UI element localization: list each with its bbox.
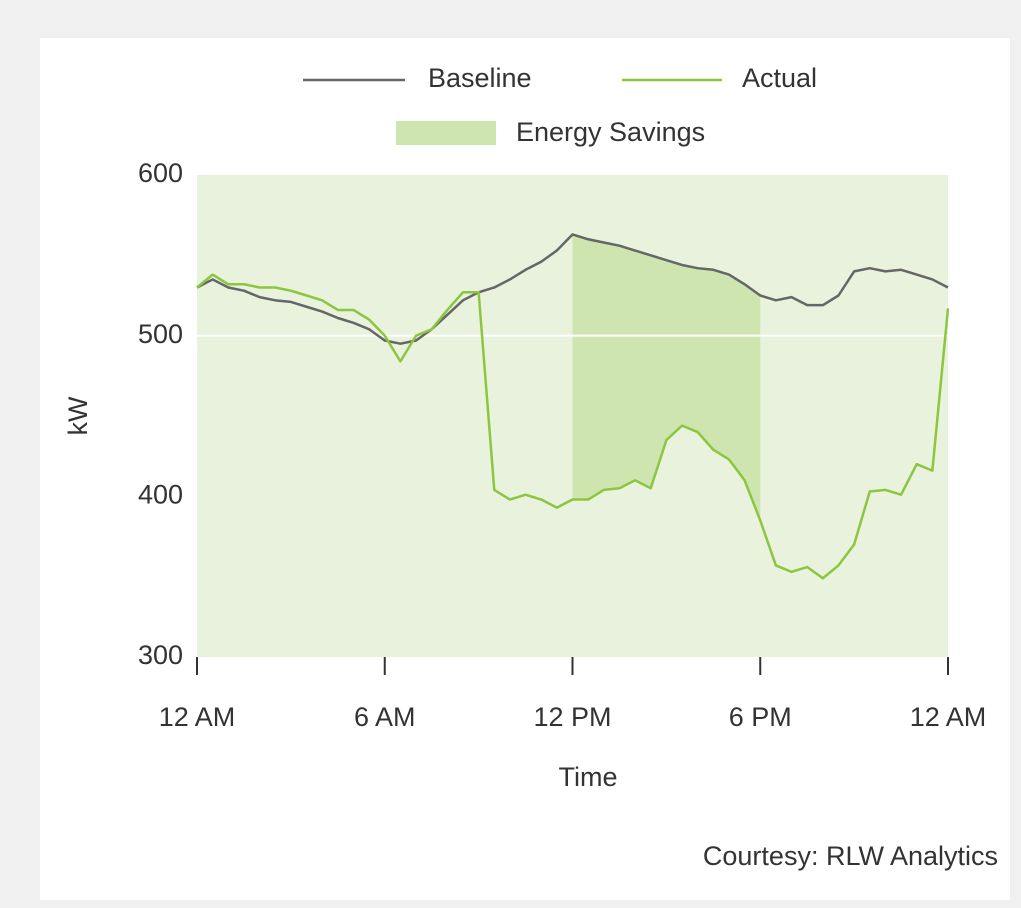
legend-swatch <box>396 121 496 145</box>
y-axis-label: kW <box>63 396 93 436</box>
x-tick-label: 12 AM <box>159 702 236 732</box>
y-tick-label: 400 <box>138 479 183 509</box>
series-line <box>196 233 949 345</box>
x-axis-label: Time <box>559 762 618 792</box>
annotation: Courtesy: RLW Analytics <box>703 841 998 871</box>
series-line <box>196 273 950 580</box>
y-tick-label: 500 <box>138 319 183 349</box>
y-tick-label: 600 <box>138 158 183 188</box>
x-tick-label: 6 AM <box>354 702 416 732</box>
x-tick-label: 12 PM <box>533 702 611 732</box>
x-tick-label: 6 PM <box>729 702 792 732</box>
x-tick-label: 12 AM <box>910 702 987 732</box>
y-tick-label: 300 <box>138 640 183 670</box>
legend-label: Baseline <box>428 63 532 93</box>
legend-label: Actual <box>742 63 817 93</box>
legend-label: Energy Savings <box>516 117 705 147</box>
